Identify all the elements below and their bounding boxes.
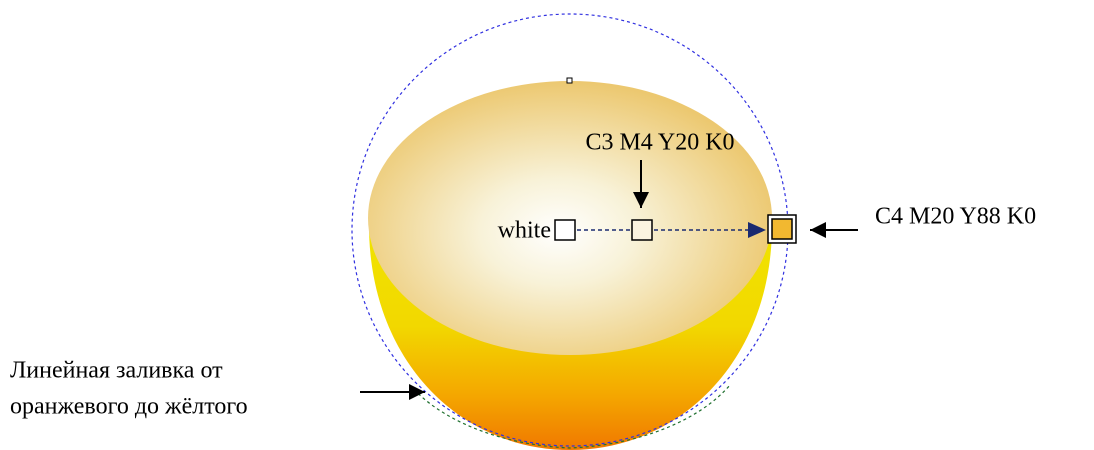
mid-handle — [631, 219, 653, 241]
fill-path — [409, 384, 731, 449]
start-handle — [554, 219, 576, 241]
midpoint-label: C3 M4 Y20 K0 — [585, 130, 734, 156]
vector-arrow — [748, 222, 766, 238]
bowl-top — [368, 81, 772, 355]
fill-label: Линейная заливка от — [10, 358, 223, 384]
start-label: white — [498, 218, 551, 244]
end-label: C4 M20 Y88 K0 — [875, 204, 1036, 230]
top-handle — [566, 77, 573, 84]
end-handle — [771, 218, 793, 240]
fill-label: оранжевого до жёлтого — [10, 394, 248, 420]
